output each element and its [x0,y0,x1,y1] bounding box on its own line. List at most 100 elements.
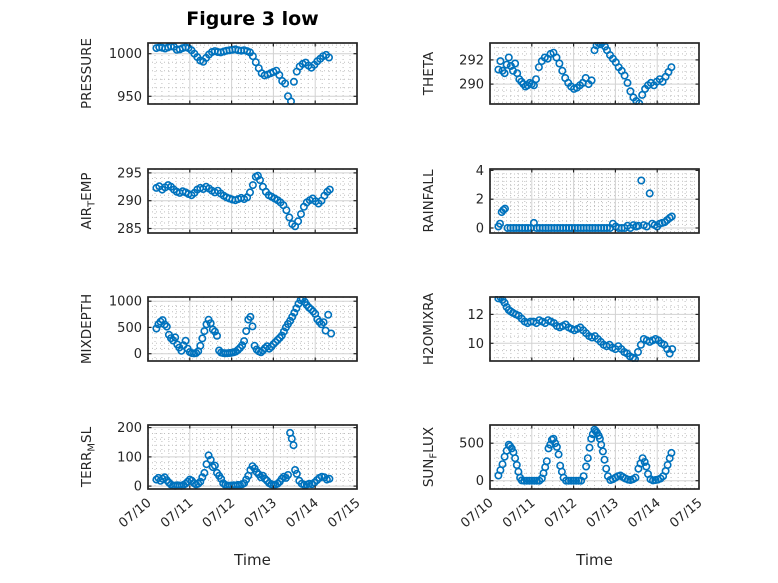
y-tick-label: 2 [476,193,484,208]
data-point [283,470,292,479]
data-point [587,434,596,443]
data-point [531,75,540,84]
y-tick-label: 292 [459,53,484,68]
data-point [500,204,509,213]
x-tick-label: 07/15 [325,496,363,532]
data-point [273,479,282,488]
data-point [317,320,326,329]
y-tick-label: 10 [467,337,484,352]
data-point [217,474,226,483]
y-tick-label: 290 [117,194,142,209]
data-point [251,58,260,67]
data-point [626,87,635,96]
x-tick-label: 07/10 [116,496,154,532]
y-axis-label: SUNFLUX [421,427,440,487]
axes-frame [147,42,358,105]
data-point [324,53,333,62]
data-point [564,476,573,485]
y-tick-label: 1000 [109,47,142,62]
data-point [271,338,280,347]
data-point [265,344,274,353]
series-pressure [152,42,333,105]
data-point [502,60,511,69]
x-axis-label-left: Time [234,551,271,569]
y-tick-label: 290 [459,78,484,93]
data-point [668,345,677,354]
y-tick-label: 0 [476,474,484,489]
data-point [633,347,642,356]
data-point [277,474,286,483]
data-point [527,476,536,485]
data-point [242,327,251,336]
data-point [600,455,609,464]
subplot-mixdepth: 0 500 1000 MIXDEPTH [79,294,358,364]
data-point [552,442,561,451]
data-point [500,69,509,78]
data-point [642,462,651,471]
data-point [325,474,334,483]
data-point [324,310,333,319]
subplot-terr_msl: 0 100 200 07/10 07/11 07/12 07/13 07/14 07/15 TER… [79,421,364,531]
data-point [511,59,520,68]
axes-frame [489,296,700,362]
data-point [208,325,217,334]
x-tick-label: 07/10 [458,496,496,532]
data-point [512,460,521,469]
x-tick-label: 07/14 [283,496,321,532]
data-point [645,189,654,198]
series-air_temp [152,171,334,231]
data-point [319,318,328,327]
y-tick-label: 1000 [109,295,142,310]
data-point [200,468,209,477]
data-point [325,185,334,194]
data-point [640,457,649,466]
data-point [495,219,504,228]
data-point [499,206,508,215]
data-point [277,331,286,340]
data-point [569,476,578,485]
data-point [631,473,640,482]
data-point [637,176,646,185]
data-point [273,335,282,344]
data-point [520,476,529,485]
data-point [522,476,531,485]
data-point [196,477,205,486]
data-point [620,71,629,80]
subplot-air_temp: 285 290 295 AIRTEMP [79,166,358,237]
data-point [204,451,213,460]
x-tick-label: 07/11 [158,496,196,532]
data-point [238,341,247,350]
data-point [511,454,520,463]
data-point [246,188,255,197]
y-tick-label: 100 [117,450,142,465]
data-point [292,304,301,313]
data-point [667,63,676,72]
data-point [582,462,591,471]
series-mixdepth [152,296,336,358]
data-point [567,476,576,485]
data-point [275,71,284,80]
axes-frame [489,168,700,234]
data-point [546,440,555,449]
data-point [579,472,588,481]
data-point [281,79,290,88]
y-axis-label: PRESSURE [79,38,95,109]
data-point [327,329,336,338]
data-point [285,213,294,222]
subplot-rainfall: 0 2 4 RAINFALL [421,164,700,237]
y-tick-label: 500 [117,321,142,336]
data-point [198,473,207,482]
y-axis-label: H2OMIXRA [421,292,437,365]
y-tick-label: 285 [117,222,142,237]
y-axis-label: RAINFALL [421,169,437,232]
data-point [498,460,507,469]
y-tick-label: 0 [476,222,484,237]
subplot-theta: 290 292 THETA [421,42,700,105]
data-point [667,448,676,457]
data-point [623,78,632,87]
data-point [296,210,305,219]
x-tick-label: 07/12 [200,496,238,532]
data-point [255,176,264,185]
x-axis-label-right: Time [576,551,613,569]
axes-frame [489,42,700,105]
